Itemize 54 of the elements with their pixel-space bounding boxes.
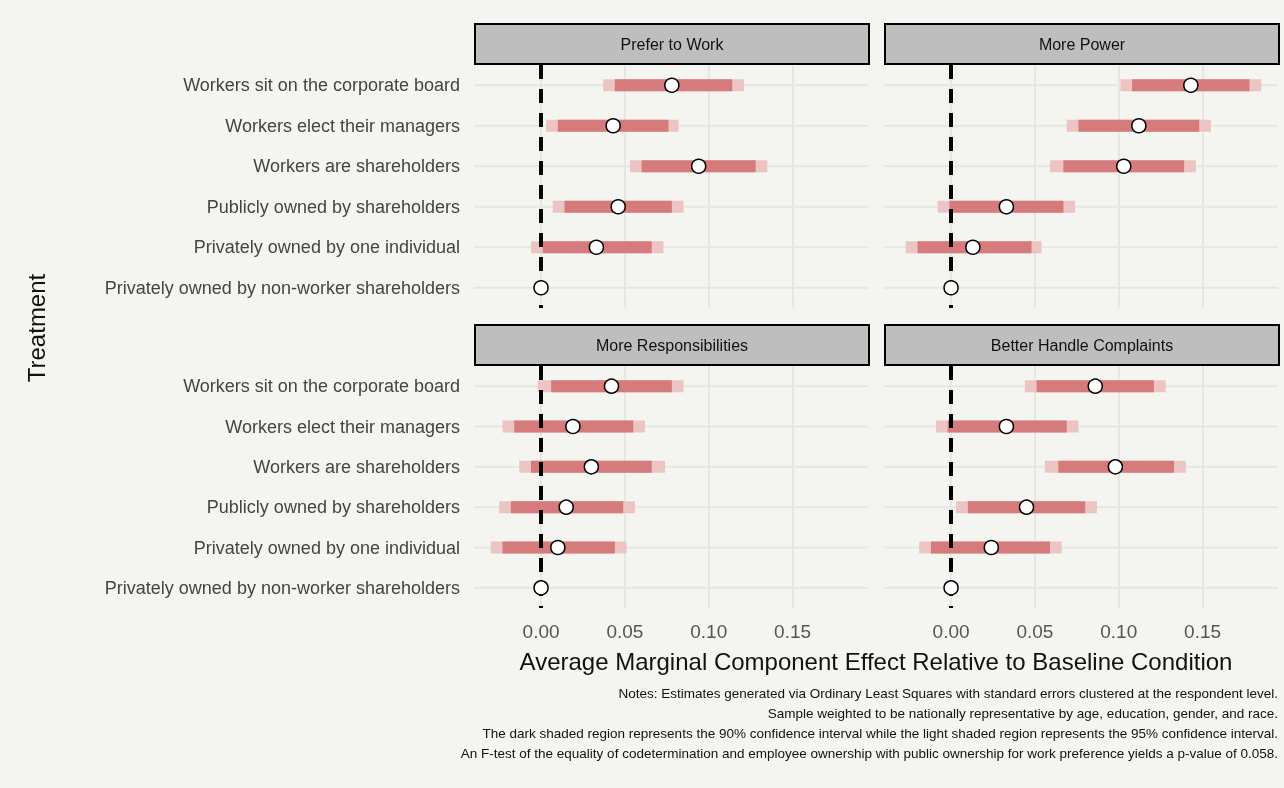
x-tick-label: 0.00 [522, 621, 560, 642]
point [943, 280, 959, 296]
x-tick-label: 0.05 [1016, 621, 1054, 642]
point [690, 158, 707, 174]
y-tick-label: Privately owned by one individual [193, 237, 460, 258]
y-axis-title: Treatment [23, 273, 51, 383]
x-tick-label: 0.15 [1184, 621, 1222, 642]
y-tick-label: Privately owned by non-worker shareholders [104, 277, 460, 298]
point [1183, 77, 1199, 93]
point [1116, 158, 1132, 174]
point [1087, 378, 1103, 394]
point [605, 118, 621, 134]
chart-title: Better Handle Complaints [990, 336, 1174, 354]
text: Notes: Estimates generated via Ordinary Least Squares with standard errors clustered at the respondent level. [618, 686, 1278, 701]
text: The dark shaded region represents the 90% confidence interval while the light shaded region represents the 95% confidence interval. [482, 726, 1278, 741]
x-tick-label: 0.05 [606, 621, 644, 642]
y-tick-label: Privately owned by non-worker shareholders [104, 577, 460, 598]
x-tick-label: 0.10 [690, 621, 728, 642]
point [533, 280, 549, 296]
point [550, 539, 566, 556]
point [565, 418, 581, 435]
x-tick-label: 0.15 [774, 621, 812, 642]
y-tick-label: Workers are shareholders [253, 156, 460, 177]
point [998, 199, 1015, 215]
point [583, 459, 600, 475]
point [998, 418, 1015, 435]
text: Sample weighted to be nationally representative by age, education, gender, and race. [767, 706, 1278, 721]
point [558, 499, 574, 515]
x-tick-label: 0.10 [1100, 621, 1138, 642]
y-tick-label: Workers sit on the corporate board [183, 376, 460, 397]
y-tick-label: Publicly owned by shareholders [206, 196, 460, 217]
point [533, 580, 549, 596]
point [1107, 459, 1124, 475]
y-tick-label: Workers are shareholders [253, 456, 460, 477]
y-tick-label: Workers elect their managers [225, 416, 460, 437]
point [965, 239, 981, 255]
point [1018, 499, 1035, 515]
point [603, 378, 620, 394]
point [664, 77, 680, 93]
x-axis-title: Average Marginal Component Effect Relative to Baseline Condition [519, 648, 1233, 676]
y-tick-label: Publicly owned by shareholders [206, 497, 460, 518]
text: An F-test of the equality of codetermination and employee ownership with public ownership for work preference yields a p-value of 0.058. [460, 746, 1278, 761]
chart-title: More Responsibilities [595, 336, 749, 354]
y-tick-label: Privately owned by one individual [193, 537, 460, 558]
y-tick-label: Workers elect their managers [225, 115, 460, 136]
point [610, 199, 626, 215]
chart-title: Prefer to Work [620, 35, 725, 53]
point [943, 580, 959, 596]
chart-title: More Power [1038, 35, 1126, 53]
point [1131, 118, 1147, 134]
point [983, 539, 1000, 556]
y-tick-label: Workers sit on the corporate board [183, 75, 460, 96]
x-tick-label: 0.00 [932, 621, 970, 642]
point [588, 239, 605, 255]
